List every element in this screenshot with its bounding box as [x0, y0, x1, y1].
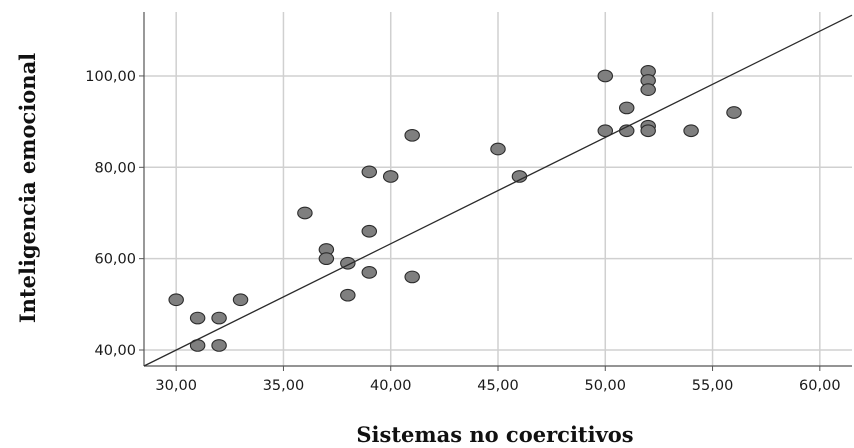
y-tick-label: 100,00: [85, 69, 136, 85]
data-point: [297, 206, 313, 220]
data-point: [640, 83, 656, 97]
x-tick-label: 45,00: [477, 378, 519, 394]
y-axis-title: Inteligencia emocional: [15, 53, 40, 323]
data-point: [340, 288, 356, 302]
x-tick-label: 55,00: [692, 378, 734, 394]
data-point: [318, 252, 335, 266]
x-tick-label: 35,00: [263, 378, 305, 394]
data-point: [597, 124, 614, 138]
x-tick-label: 30,00: [155, 378, 197, 394]
data-point: [361, 266, 378, 279]
data-point: [490, 142, 506, 156]
data-point: [361, 224, 378, 238]
grid-lines: [144, 12, 852, 366]
fit-line-layer: [143, 14, 853, 367]
data-point: [640, 124, 656, 138]
data-point: [404, 128, 420, 142]
data-point: [597, 69, 614, 83]
data-point: [404, 270, 420, 284]
data-point: [726, 106, 742, 119]
y-tick-label: 40,00: [94, 343, 136, 359]
data-point: [232, 293, 249, 307]
x-tick-labels: 30,00 35,00 40,00 45,00 50,00 55,00 60,00: [155, 378, 840, 394]
y-tick-labels: 40,00 60,00 80,00 100,00: [85, 69, 136, 359]
data-point: [361, 165, 378, 179]
data-point: [189, 311, 206, 325]
data-point: [211, 311, 227, 325]
y-tick-label: 60,00: [94, 252, 136, 268]
fit-line: [143, 14, 853, 367]
axes: [139, 12, 852, 371]
data-point: [618, 101, 635, 115]
x-tick-label: 40,00: [370, 378, 412, 394]
x-tick-label: 50,00: [585, 378, 627, 394]
data-point: [382, 170, 399, 183]
data-point: [683, 124, 699, 138]
data-points: [168, 65, 742, 352]
x-tick-label: 60,00: [799, 378, 841, 394]
y-tick-label: 80,00: [94, 160, 136, 176]
x-axis-title: Sistemas no coercitivos: [356, 422, 633, 447]
data-point: [168, 293, 184, 307]
data-point: [211, 339, 227, 352]
